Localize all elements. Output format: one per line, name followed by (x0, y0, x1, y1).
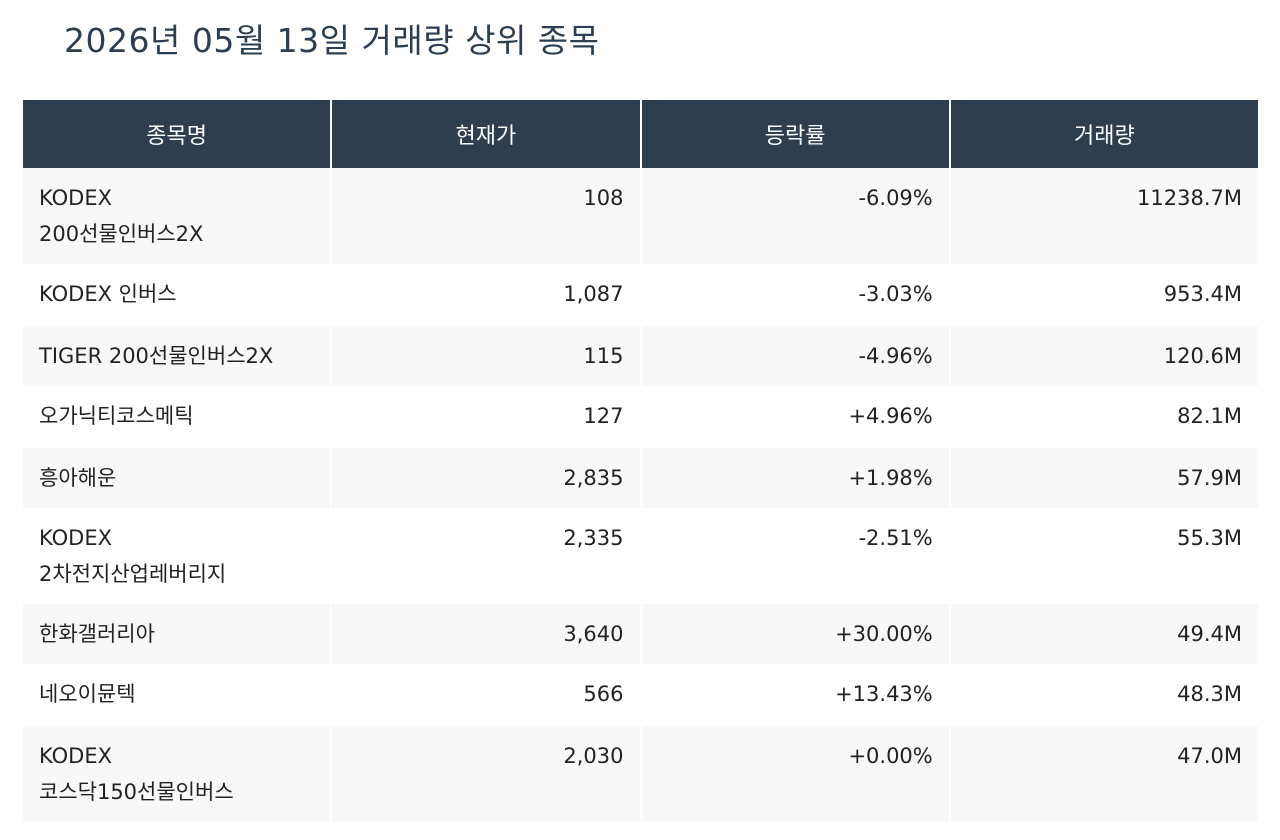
table-row: KODEX 2차전지산업레버리지 2,335 -2.51% 55.3M (23, 508, 1258, 604)
stock-name: 200선물인버스2X (39, 222, 204, 246)
table-row: 네오이뮨텍 566 +13.43% 48.3M (23, 664, 1258, 726)
volume-cell: 953.4M (950, 264, 1258, 326)
stock-name-cell: 흥아해운 (23, 448, 331, 508)
table-row: TIGER 200선물인버스2X 115 -4.96% 120.6M (23, 326, 1258, 386)
table-header-row: 종목명 현재가 등락률 거래량 (23, 100, 1258, 168)
stock-name-cell: 오가닉티코스메틱 (23, 386, 331, 448)
stock-name-cell: KODEX 인버스 (23, 264, 331, 326)
stock-name: KODEX 인버스 (39, 282, 177, 306)
stock-name: 2차전지산업레버리지 (39, 562, 227, 586)
current-price-cell: 127 (332, 386, 640, 448)
stock-name: KODEX (39, 526, 112, 550)
stock-name: 흥아해운 (39, 466, 117, 490)
table-row: KODEX 코스닥150선물인버스 2,030 +0.00% 47.0M (23, 726, 1258, 822)
change-rate-cell: +1.98% (641, 448, 949, 508)
table-body: KODEX 200선물인버스2X 108 -6.09% 11238.7M KODEX 인버… (23, 168, 1258, 822)
volume-cell: 55.3M (950, 508, 1258, 604)
table-row: 한화갤러리아 3,640 +30.00% 49.4M (23, 604, 1258, 664)
table-row: KODEX 200선물인버스2X 108 -6.09% 11238.7M (23, 168, 1258, 264)
stock-name-cell: KODEX 2차전지산업레버리지 (23, 508, 331, 604)
change-rate-cell: -4.96% (641, 326, 949, 386)
stock-name-cell: KODEX 코스닥150선물인버스 (23, 726, 331, 822)
change-rate-cell: +4.96% (641, 386, 949, 448)
current-price-cell: 2,835 (332, 448, 640, 508)
header-volume: 거래량 (950, 100, 1258, 168)
stock-name-cell: KODEX 200선물인버스2X (23, 168, 331, 264)
stock-name: 한화갤러리아 (39, 622, 155, 646)
stock-name-cell: 네오이뮨텍 (23, 664, 331, 726)
volume-cell: 48.3M (950, 664, 1258, 726)
header-stock-name: 종목명 (23, 100, 331, 168)
stock-name-cell: TIGER 200선물인버스2X (23, 326, 331, 386)
volume-cell: 49.4M (950, 604, 1258, 664)
current-price-cell: 108 (332, 168, 640, 264)
stock-name: TIGER 200선물인버스2X (39, 344, 274, 368)
table-row: 흥아해운 2,835 +1.98% 57.9M (23, 448, 1258, 508)
change-rate-cell: +13.43% (641, 664, 949, 726)
change-rate-cell: +30.00% (641, 604, 949, 664)
stock-name: KODEX (39, 744, 112, 768)
header-current-price: 현재가 (332, 100, 640, 168)
volume-cell: 57.9M (950, 448, 1258, 508)
current-price-cell: 1,087 (332, 264, 640, 326)
table-header: 종목명 현재가 등락률 거래량 (23, 100, 1258, 168)
stock-name: KODEX (39, 186, 112, 210)
stock-name-cell: 한화갤러리아 (23, 604, 331, 664)
current-price-cell: 115 (332, 326, 640, 386)
stock-name: 네오이뮨텍 (39, 682, 136, 706)
table-row: 오가닉티코스메틱 127 +4.96% 82.1M (23, 386, 1258, 448)
top-volume-table: 종목명 현재가 등락률 거래량 KODEX 200선물인버스2X 108 -6.09%… (21, 100, 1260, 822)
table-row: KODEX 인버스 1,087 -3.03% 953.4M (23, 264, 1258, 326)
volume-cell: 82.1M (950, 386, 1258, 448)
volume-cell: 120.6M (950, 326, 1258, 386)
header-change-rate: 등락률 (641, 100, 949, 168)
change-rate-cell: -6.09% (641, 168, 949, 264)
stock-name: 코스닥150선물인버스 (39, 780, 234, 804)
current-price-cell: 3,640 (332, 604, 640, 664)
volume-cell: 11238.7M (950, 168, 1258, 264)
page-title: 2026년 05월 13일 거래량 상위 종목 (64, 21, 600, 60)
change-rate-cell: +0.00% (641, 726, 949, 822)
current-price-cell: 2,335 (332, 508, 640, 604)
change-rate-cell: -2.51% (641, 508, 949, 604)
change-rate-cell: -3.03% (641, 264, 949, 326)
current-price-cell: 566 (332, 664, 640, 726)
stock-name: 오가닉티코스메틱 (39, 404, 194, 428)
volume-cell: 47.0M (950, 726, 1258, 822)
current-price-cell: 2,030 (332, 726, 640, 822)
